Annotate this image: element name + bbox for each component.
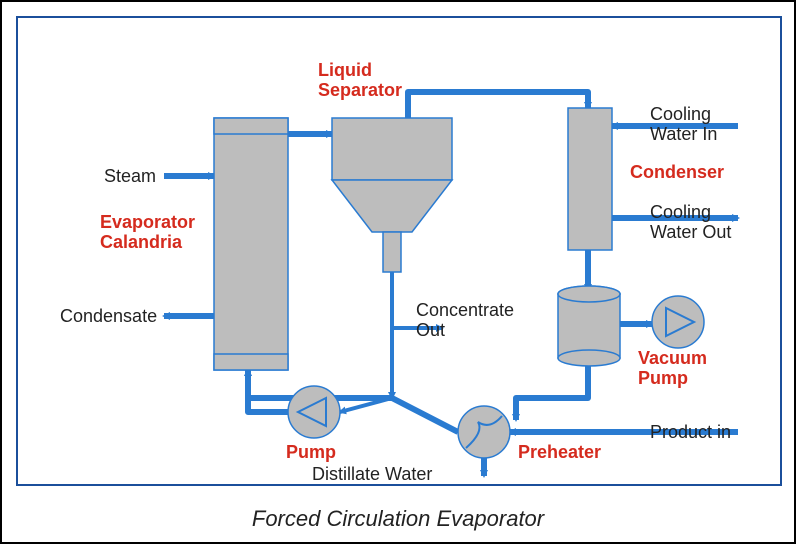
label-preheater: Preheater [518, 442, 601, 462]
flow-tank-down [516, 366, 588, 420]
label-cooling-in-2: Water In [650, 124, 717, 144]
diagram-svg: Liquid Separator Evaporator Calandria Pu… [18, 18, 780, 484]
flow-sep-top-to-cond [408, 92, 588, 118]
label-evaporator-1: Evaporator [100, 212, 195, 232]
label-liquid-separator-1: Liquid [318, 60, 372, 80]
diagram-caption: Forced Circulation Evaporator [2, 506, 794, 532]
label-cooling-out-1: Cooling [650, 202, 711, 222]
evaporator-calandria [214, 118, 288, 370]
liquid-separator [332, 118, 452, 272]
label-vacuum-1: Vacuum [638, 348, 707, 368]
diagram-frame: Liquid Separator Evaporator Calandria Pu… [16, 16, 782, 486]
label-pump: Pump [286, 442, 336, 462]
vacuum-tank [558, 286, 620, 366]
label-cooling-out-2: Water Out [650, 222, 731, 242]
label-evaporator-2: Calandria [100, 232, 183, 252]
flow-pump-to-evap [248, 370, 288, 412]
vacuum-pump-icon [652, 296, 704, 348]
label-condensate: Condensate [60, 306, 157, 326]
flow-preheater-to-evap [248, 370, 458, 432]
label-distillate: Distillate Water [312, 464, 432, 484]
pump-icon [288, 386, 340, 438]
label-concentrate-2: Out [416, 320, 445, 340]
label-cooling-in-1: Cooling [650, 104, 711, 124]
outer-frame: Liquid Separator Evaporator Calandria Pu… [0, 0, 796, 544]
preheater-icon [458, 406, 510, 458]
label-product-in: Product in [650, 422, 731, 442]
label-condenser: Condenser [630, 162, 724, 182]
condenser [568, 108, 612, 250]
label-liquid-separator-2: Separator [318, 80, 402, 100]
label-vacuum-2: Pump [638, 368, 688, 388]
label-steam: Steam [104, 166, 156, 186]
label-concentrate-1: Concentrate [416, 300, 514, 320]
